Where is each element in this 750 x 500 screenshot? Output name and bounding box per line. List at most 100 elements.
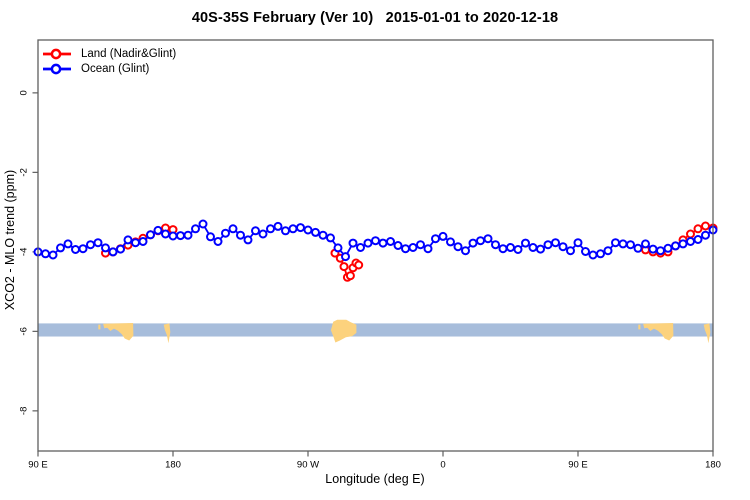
x-tick-label: 180 [165,460,181,471]
ocean-series-point [288,224,298,234]
land-series-seg3-point [686,229,695,239]
land-polygon-new-zealand-2 [703,323,711,344]
ocean-series-point [258,229,268,239]
y-tick-label: 0 [19,90,30,95]
ocean-series-point [596,249,605,259]
land-series-seg3-point [693,224,703,234]
ocean-series-point [678,239,688,249]
land-polygon-new-zealand [163,323,171,344]
ocean-series-point [438,231,448,241]
ocean-series-point [228,224,238,234]
ocean-series-point [341,252,350,262]
ocean-series-point [153,225,163,235]
plot-frame [37,39,714,452]
legend-label: Land (Nadir&Glint) [81,47,177,60]
ocean-band [38,323,713,337]
land-series-seg2-point [345,271,355,281]
ocean-series-point [168,231,178,241]
land-polygon-south-america [330,319,357,343]
ocean-series-point [513,245,523,254]
ocean-series-point [101,243,110,253]
legend: Land (Nadir&Glint) Ocean (Glint) [42,46,176,76]
x-tick-label: 180 [705,460,721,471]
ocean-series-point [236,230,245,240]
ocean-series-point [63,239,73,249]
ocean-series-point [243,235,253,245]
ocean-series-point [281,226,290,236]
land-series-seg3-point [701,221,710,231]
ocean-series-point [378,238,388,248]
ocean-series-point [161,229,170,239]
ocean-series-point [251,226,260,236]
ocean-series-point [611,238,620,248]
ocean-series-point [423,244,433,254]
ocean-series-point [626,240,635,250]
ocean-series-point [393,241,403,250]
ocean-series-point [543,240,553,250]
land-series-seg2-point [339,262,349,272]
ocean-series-point [176,231,185,241]
ocean-series-point [408,243,418,252]
ocean-series-point [78,244,88,254]
ocean-series-point [476,236,485,246]
chart-title: 40S-35S February (Ver 10) 2015-01-01 to … [191,10,559,26]
y-tick-label: -6 [19,327,30,335]
ocean-series-point [461,246,470,256]
ocean-series-point [588,250,598,260]
ocean-series-point [693,235,703,244]
ocean-series-point [431,234,440,244]
ocean-series-point [273,221,283,231]
ocean-series-point [686,237,695,246]
legend-label: Ocean (Glint) [81,62,150,75]
ocean-series-point [41,249,50,259]
ocean-series-point [401,244,410,254]
ocean-series-point [446,237,455,247]
ocean-series-point [198,219,208,229]
ocean-series-point [521,238,530,248]
land-polygon-australia [103,323,134,341]
ocean-series-point [671,241,680,251]
ocean-series-point [453,242,463,252]
ocean-series-point [416,240,425,250]
y-axis-title: XCO2 - MLO trend (ppm) [3,169,17,311]
y-tick-label: -8 [19,407,30,415]
ocean-series-point [566,246,575,256]
land-polygon-sw-australia-speck [98,324,101,330]
ocean-series-point [206,232,215,242]
y-tick-label: -2 [19,168,30,176]
ocean-series-point [303,225,313,235]
ocean-series-point [386,237,395,246]
ocean-series-point [468,238,478,248]
ocean-series-point [333,243,343,253]
ocean-series-point [123,235,133,245]
ocean-series-point [86,240,95,250]
ocean-series-point [71,245,80,254]
land-polygon-sw-australia-speck-2 [638,324,641,330]
ocean-series-point [146,230,155,240]
ocean-series-point [296,223,305,233]
y-tick-label: -4 [19,248,30,256]
ocean-series-point [48,250,58,260]
ocean-series-point [266,224,275,234]
x-tick-label: 90 W [297,460,319,471]
ocean-series-point [183,230,193,240]
ocean-series-point [663,243,673,253]
land-polygon-australia-2 [643,323,674,341]
ocean-series-point [191,224,200,234]
x-tick-label: 90 E [568,460,588,471]
ocean-series-point [131,238,140,248]
ocean-series-point [318,230,328,240]
ocean-series-point [506,243,515,252]
x-axis-title: Longitude (deg E) [325,472,425,486]
legend-item-land: Land (Nadir&Glint) [42,46,176,61]
ocean-series-point [348,238,358,248]
ocean-series-point [558,242,568,252]
ocean-series-point [311,227,320,237]
ocean-series-point [581,247,590,256]
ocean-series-point [641,239,650,249]
ocean-series-point [483,234,493,244]
land-series-seg2-point [354,260,364,270]
x-tick-label: 90 E [28,460,48,471]
ocean-series-point [363,238,373,248]
